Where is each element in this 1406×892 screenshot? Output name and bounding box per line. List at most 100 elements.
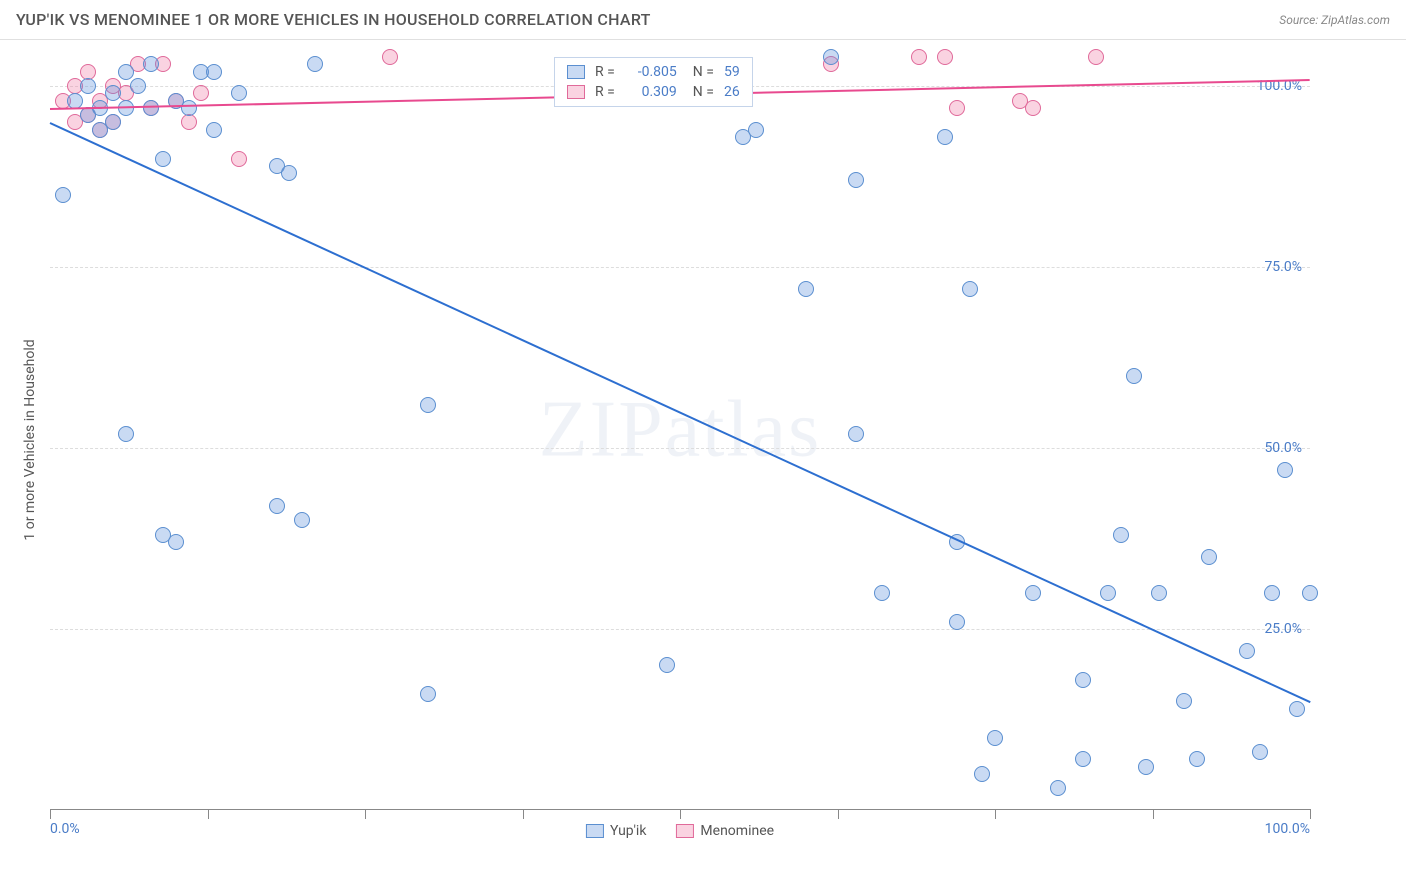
legend-n-label: N =: [693, 84, 714, 100]
x-tick-mark: [838, 809, 839, 819]
legend-n-value: 59: [724, 64, 740, 80]
y-tick-label: 75.0%: [1264, 259, 1302, 275]
data-point: [1151, 585, 1167, 601]
gridline: [50, 267, 1310, 268]
data-point: [974, 766, 990, 782]
data-point: [1138, 759, 1154, 775]
x-tick-mark: [680, 809, 681, 819]
x-tick-mark: [208, 809, 209, 819]
series-legend: Yup'ik Menominee: [586, 823, 774, 839]
data-point: [382, 49, 398, 65]
data-point: [1113, 527, 1129, 543]
y-tick-label: 50.0%: [1264, 440, 1302, 456]
chart-title: YUP'IK VS MENOMINEE 1 OR MORE VEHICLES I…: [16, 10, 651, 29]
data-point: [193, 85, 209, 101]
data-point: [181, 114, 197, 130]
legend-item: Yup'ik: [586, 823, 646, 839]
legend-swatch: [676, 824, 694, 838]
data-point: [962, 281, 978, 297]
legend-swatch: [567, 85, 585, 99]
data-point: [823, 49, 839, 65]
legend-n-value: 26: [724, 84, 740, 100]
data-point: [294, 512, 310, 528]
data-point: [1277, 462, 1293, 478]
legend-swatch: [586, 824, 604, 838]
legend-item: Menominee: [676, 823, 774, 839]
data-point: [1075, 751, 1091, 767]
data-point: [949, 100, 965, 116]
data-point: [848, 172, 864, 188]
gridline: [50, 629, 1310, 630]
data-point: [206, 64, 222, 80]
watermark: ZIPatlas: [539, 384, 822, 475]
x-tick-mark: [1310, 809, 1311, 819]
data-point: [1050, 780, 1066, 796]
legend-row: R = 0.309 N = 26: [563, 82, 744, 102]
data-point: [118, 426, 134, 442]
data-point: [1176, 693, 1192, 709]
data-point: [874, 585, 890, 601]
data-point: [105, 114, 121, 130]
data-point: [143, 100, 159, 116]
legend-row: R = -0.805 N = 59: [563, 62, 744, 82]
x-tick-mark: [995, 809, 996, 819]
data-point: [748, 122, 764, 138]
data-point: [105, 85, 121, 101]
data-point: [118, 64, 134, 80]
data-point: [987, 730, 1003, 746]
legend-r-value: 0.309: [625, 84, 677, 100]
legend-n-label: N =: [693, 64, 714, 80]
data-point: [181, 100, 197, 116]
data-point: [55, 187, 71, 203]
data-point: [1189, 751, 1205, 767]
source-label: Source: ZipAtlas.com: [1279, 13, 1390, 27]
x-tick-mark: [365, 809, 366, 819]
data-point: [1088, 49, 1104, 65]
data-point: [1025, 585, 1041, 601]
data-point: [1302, 585, 1318, 601]
data-point: [420, 397, 436, 413]
data-point: [269, 498, 285, 514]
data-point: [67, 93, 83, 109]
data-point: [1252, 744, 1268, 760]
data-point: [1126, 368, 1142, 384]
legend-label: Yup'ik: [610, 823, 646, 839]
x-tick-mark: [50, 809, 51, 819]
data-point: [420, 686, 436, 702]
x-tick-mark: [1153, 809, 1154, 819]
x-tick-label: 100.0%: [1265, 821, 1310, 837]
data-point: [155, 151, 171, 167]
data-point: [206, 122, 222, 138]
data-point: [168, 534, 184, 550]
data-point: [1201, 549, 1217, 565]
data-point: [937, 49, 953, 65]
data-point: [1264, 585, 1280, 601]
data-point: [798, 281, 814, 297]
data-point: [1075, 672, 1091, 688]
x-tick-mark: [523, 809, 524, 819]
x-tick-label: 0.0%: [50, 821, 80, 837]
y-tick-label: 25.0%: [1264, 621, 1302, 637]
plot-region: ZIPatlas 25.0%50.0%75.0%100.0%0.0%100.0%…: [50, 50, 1310, 810]
data-point: [937, 129, 953, 145]
data-point: [848, 426, 864, 442]
gridline: [50, 448, 1310, 449]
data-point: [231, 151, 247, 167]
y-axis-label: 1 or more Vehicles in Household: [22, 339, 38, 540]
legend-swatch: [567, 65, 585, 79]
chart-header: YUP'IK VS MENOMINEE 1 OR MORE VEHICLES I…: [0, 0, 1406, 40]
data-point: [1100, 585, 1116, 601]
data-point: [949, 614, 965, 630]
legend-r-label: R =: [595, 84, 615, 100]
data-point: [307, 56, 323, 72]
data-point: [80, 78, 96, 94]
data-point: [143, 56, 159, 72]
data-point: [130, 78, 146, 94]
data-point: [1239, 643, 1255, 659]
chart-area: 1 or more Vehicles in Household ZIPatlas…: [40, 50, 1380, 830]
legend-label: Menominee: [700, 823, 774, 839]
data-point: [911, 49, 927, 65]
legend-r-value: -0.805: [625, 64, 677, 80]
legend-r-label: R =: [595, 64, 615, 80]
data-point: [659, 657, 675, 673]
